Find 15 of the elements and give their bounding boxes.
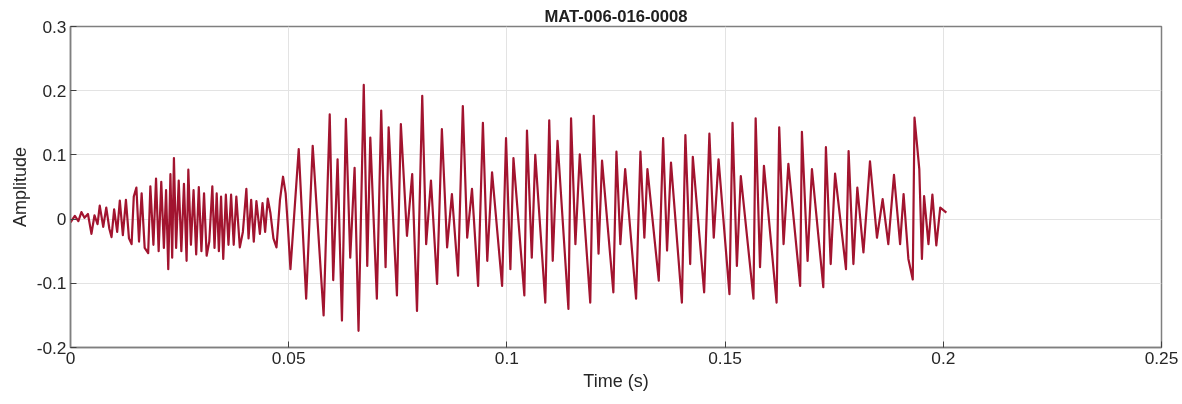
chart-title: MAT-006-016-0008 — [544, 6, 688, 26]
y-tick-label: 0 — [56, 209, 67, 230]
y-tick-label: 0.1 — [42, 144, 67, 165]
y-axis-title: Amplitude — [9, 146, 30, 228]
x-tick-label: 0.15 — [708, 347, 742, 368]
x-axis-title: Time (s) — [583, 370, 649, 391]
x-tick-label: 0.05 — [271, 347, 306, 368]
line-series — [70, 83, 948, 332]
x-tick-label: 0.25 — [1144, 347, 1179, 368]
y-tick-label: -0.1 — [36, 273, 67, 294]
x-tick-label: 0.1 — [494, 347, 519, 368]
y-tick-label: -0.2 — [36, 337, 67, 358]
y-tick-label: 0.3 — [42, 16, 67, 37]
y-tick-label: 0.2 — [42, 80, 67, 101]
x-tick-label: 0.2 — [931, 347, 956, 368]
